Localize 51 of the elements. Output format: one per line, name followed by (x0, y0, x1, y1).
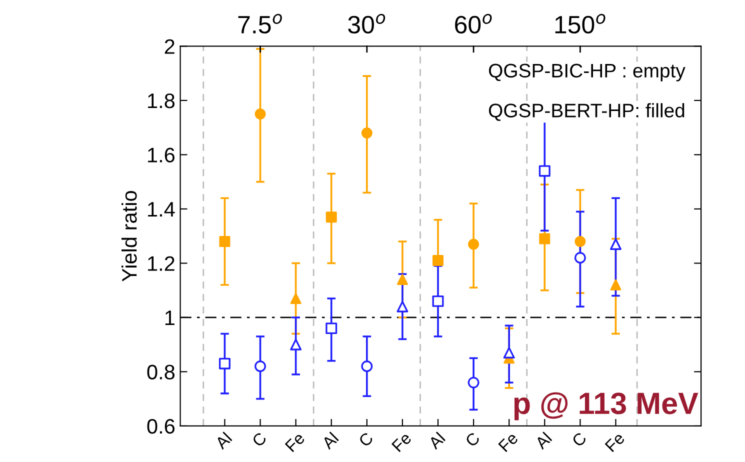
point (574, 252, 586, 264)
y-tick-label: 1.6 (148, 148, 175, 162)
point (432, 295, 444, 307)
x-tick-label: Fe (604, 432, 626, 452)
x-tick-label: C (251, 432, 268, 448)
x-tick-label: Al (320, 432, 339, 450)
point (218, 358, 230, 370)
annotation: p @ 113 MeV (514, 392, 698, 420)
point (396, 300, 408, 312)
y-tick-label: 2 (164, 39, 174, 54)
x-tick-label: C (571, 432, 588, 448)
point (432, 255, 444, 266)
point (290, 292, 302, 304)
point (538, 165, 550, 177)
point (219, 236, 230, 247)
point (290, 338, 302, 350)
y-tick-label: 1 (165, 310, 174, 326)
x-tick-label: C (358, 432, 374, 448)
x-tick-label: Al (214, 432, 232, 450)
point (610, 279, 622, 290)
x-tick-label: Fe (498, 432, 519, 452)
point (539, 233, 550, 244)
point (468, 376, 480, 388)
point (254, 108, 266, 120)
x-tick-label: Al (534, 432, 552, 450)
point (326, 212, 337, 223)
y-tick-label: 1.4 (148, 202, 175, 217)
text: 30$^{o}$ (348, 14, 386, 34)
x-tick-label: Al (427, 432, 446, 450)
point (254, 360, 266, 372)
annotation: QGSP-BERT-HP: filled (488, 103, 684, 121)
y-tick-label: 0.8 (147, 364, 175, 380)
text: 150$^{o}$ (555, 14, 606, 34)
y-tick-label: 1.8 (148, 93, 175, 108)
point (468, 238, 480, 250)
x-tick-label: Fe (284, 432, 306, 452)
text: 7.5$^{o}$ (238, 14, 282, 34)
y-axis-title: Yield ratio (121, 191, 137, 282)
y-tick-label: 0.6 (147, 418, 175, 434)
point (503, 346, 515, 358)
x-tick-label: C (464, 432, 481, 448)
point (326, 322, 338, 334)
point (361, 128, 372, 138)
y-tick-label: 1.2 (148, 256, 174, 271)
point (574, 236, 586, 247)
annotation: QGSP-BIC-HP : empty (488, 64, 686, 82)
text: 60$^{o}$ (455, 14, 492, 34)
point (396, 274, 408, 285)
point (610, 238, 622, 250)
x-tick-label: Fe (391, 432, 412, 452)
point (361, 360, 373, 372)
